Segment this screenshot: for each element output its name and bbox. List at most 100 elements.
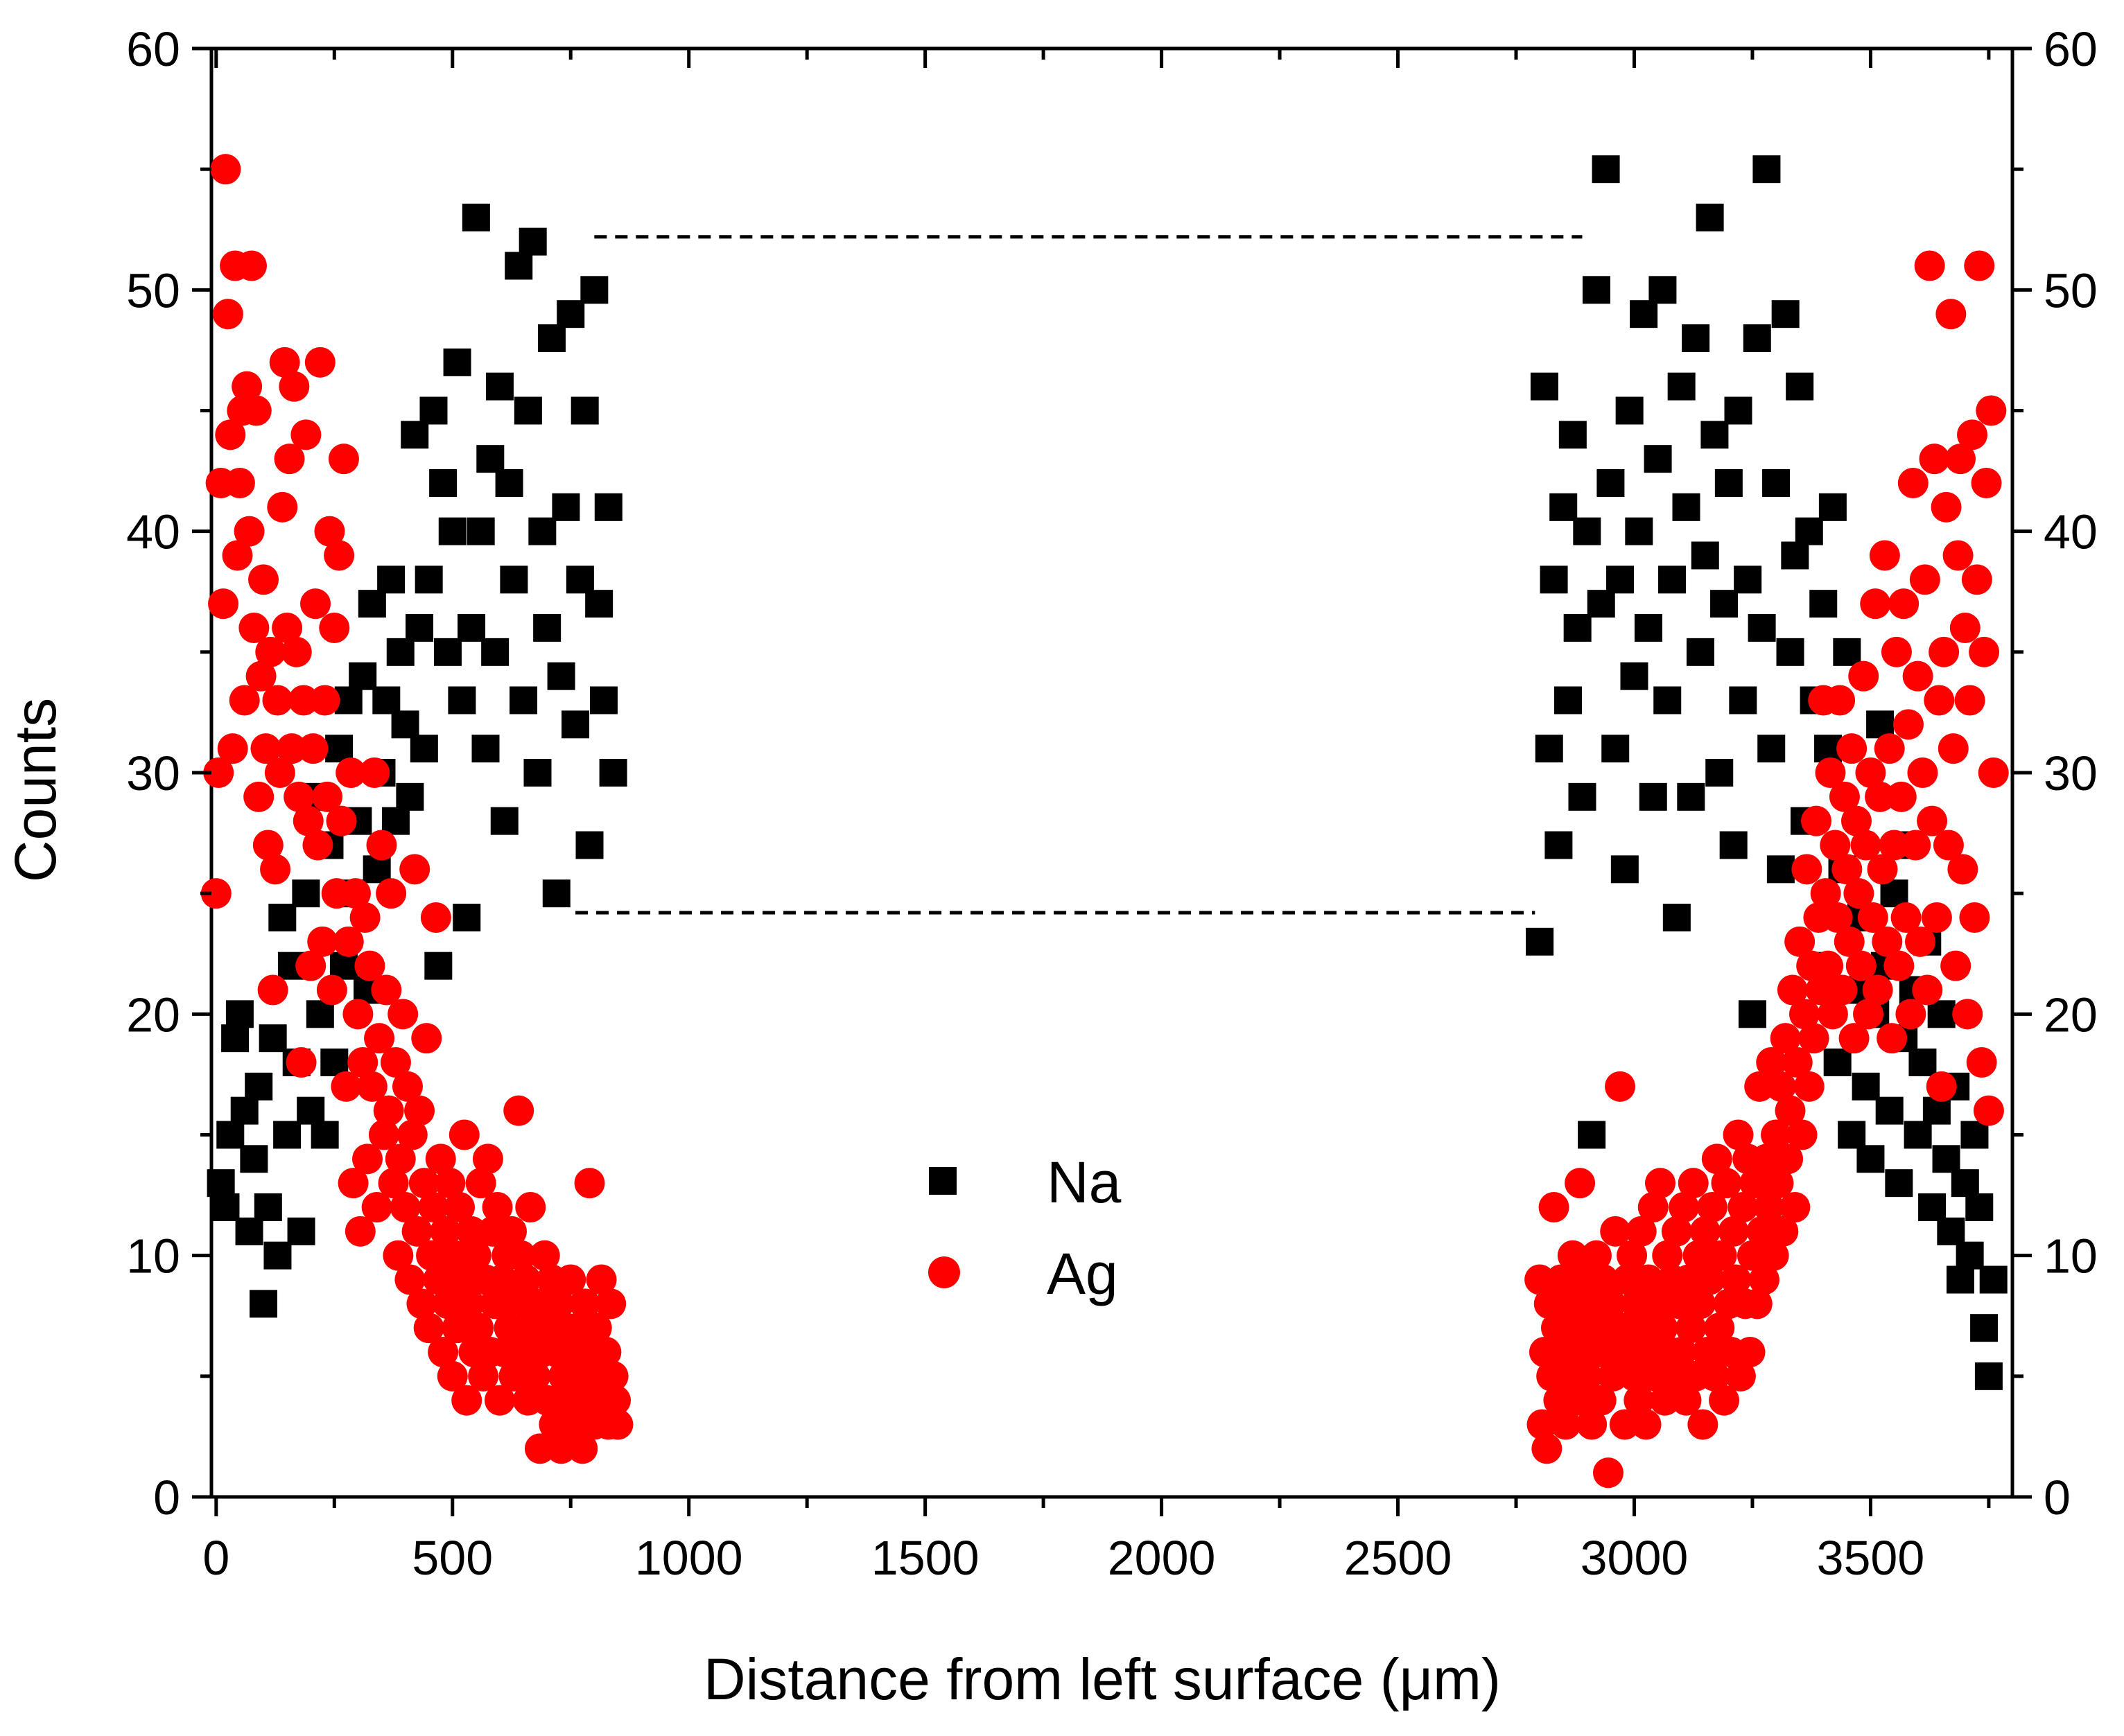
na-point [1662, 904, 1691, 931]
ag-point [482, 1192, 513, 1222]
na-point [1526, 927, 1554, 956]
na-point [1658, 565, 1687, 594]
ag-point [520, 1360, 551, 1392]
ag-point [1883, 950, 1915, 981]
ag-point [1524, 1264, 1556, 1295]
na-point [1554, 686, 1583, 714]
ag-point [1942, 540, 1974, 571]
na-point [476, 445, 505, 473]
na-point [481, 638, 510, 666]
ag-point [224, 468, 255, 498]
na-point [1530, 372, 1558, 401]
na-point [410, 735, 438, 763]
ag-point [1966, 1047, 1997, 1078]
na-point [1956, 1241, 1984, 1270]
na-point [292, 879, 320, 908]
ag-point [1597, 1360, 1628, 1392]
na-point [358, 590, 386, 618]
x-tick-label: 500 [412, 1531, 493, 1585]
ag-point [449, 1119, 480, 1150]
ag-point [368, 1119, 399, 1150]
na-point [406, 614, 434, 642]
ag-point [472, 1143, 503, 1175]
ag-point [1723, 1119, 1754, 1150]
ag-point [1718, 1216, 1749, 1247]
na-point [1686, 638, 1714, 666]
na-point [1838, 1121, 1866, 1149]
ag-point [340, 878, 371, 909]
ag-point [1671, 1385, 1702, 1416]
na-point [1979, 1265, 2008, 1294]
x-tick-label: 2000 [1108, 1531, 1216, 1585]
x-tick-label: 3500 [1817, 1531, 1925, 1585]
na-point [1700, 421, 1729, 449]
ag-point [423, 1264, 454, 1295]
ag-point [1746, 1216, 1777, 1247]
na-point [1951, 1169, 1979, 1198]
ag-point [200, 878, 232, 909]
ag-point [1725, 1360, 1756, 1392]
na-point [433, 638, 462, 666]
na-point [599, 759, 627, 787]
ag-point [1621, 1288, 1652, 1319]
ag-point [284, 781, 315, 812]
ag-point [243, 781, 275, 812]
ag-point [1848, 660, 1879, 692]
ag-point [1644, 1168, 1675, 1199]
na-point [537, 324, 566, 352]
ag-point [404, 1095, 435, 1126]
na-point [1677, 782, 1705, 811]
ag-point [1822, 902, 1853, 933]
ag-point [1687, 1409, 1718, 1440]
ag-point [1829, 781, 1860, 812]
ag-point [595, 1288, 627, 1319]
ag-point [420, 902, 451, 933]
ag-point [1872, 926, 1903, 957]
ag-point [1944, 444, 1976, 475]
na-point [1738, 1000, 1766, 1028]
ag-point [1902, 660, 1933, 692]
ag-point [314, 516, 345, 547]
na-point [490, 807, 519, 835]
na-point [424, 952, 453, 980]
ag-point [1685, 1288, 1716, 1319]
ag-point [1642, 1288, 1673, 1319]
na-point [1682, 324, 1710, 352]
ag-point [388, 999, 419, 1030]
ag-point [406, 1288, 437, 1319]
ag-point [354, 950, 385, 981]
ag-point [326, 805, 357, 836]
na-point [500, 565, 528, 594]
ag-point [453, 1288, 485, 1319]
y-tick-label: 10 [126, 1229, 180, 1283]
ag-point [416, 1240, 447, 1271]
ag-point [432, 1288, 463, 1319]
na-point [528, 517, 557, 545]
ag-point [1637, 1192, 1669, 1222]
ag-point [399, 854, 430, 885]
x-axis-ticks: 0 500 1000 1500 2000 2500 3000 3500 [202, 49, 1991, 1585]
ag-point [496, 1216, 527, 1247]
na-point [1714, 469, 1743, 497]
ag-point [1565, 1168, 1596, 1199]
na-point [1710, 590, 1739, 618]
ag-point [569, 1288, 600, 1319]
na-point [216, 1121, 245, 1149]
ag-point [1853, 999, 1884, 1030]
ag-point [222, 540, 253, 571]
na-point [415, 565, 443, 594]
ag-point [288, 685, 319, 716]
ag-point [304, 347, 336, 378]
ag-point [1592, 1457, 1624, 1489]
ag-point [574, 1168, 605, 1199]
ag-point [1624, 1385, 1655, 1416]
ag-point [1678, 1168, 1709, 1199]
ag-point [451, 1385, 482, 1416]
y-tick-label: 30 [126, 746, 180, 800]
ag-point [468, 1360, 499, 1392]
ag-point [383, 1240, 414, 1271]
na-point [462, 203, 490, 231]
ag-point [1836, 733, 1868, 764]
ag-point [1614, 1337, 1645, 1367]
ag-point [376, 878, 407, 909]
